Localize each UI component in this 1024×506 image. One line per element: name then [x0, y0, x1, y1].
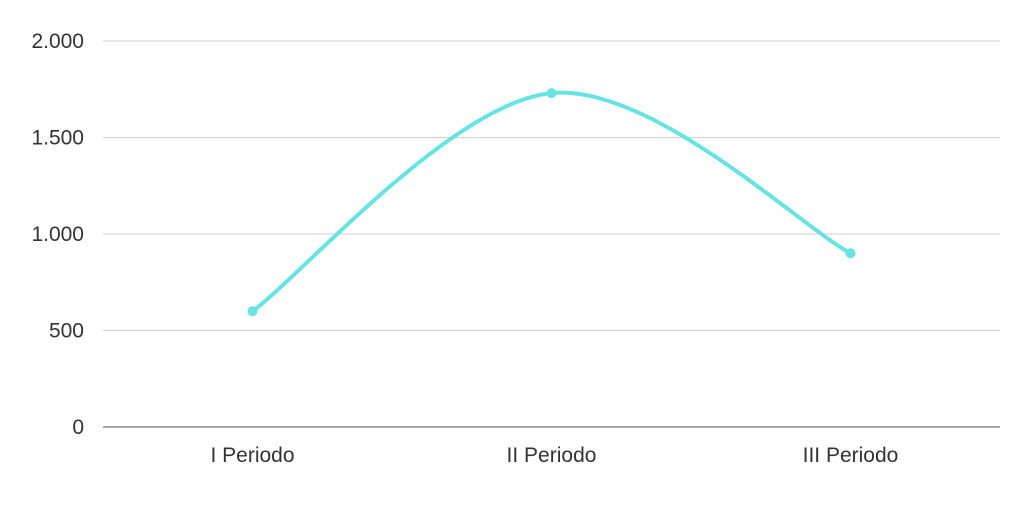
y-tick-label: 500: [49, 320, 84, 343]
gridlines: [103, 40, 1000, 428]
x-tick-label: I Periodo: [210, 444, 294, 467]
y-tick-label: 1.000: [31, 223, 84, 246]
y-tick-label: 2.000: [31, 30, 84, 53]
series-layer: [247, 88, 856, 317]
y-axis-ticks: 0 500 1.000 1.500 2.000: [31, 30, 84, 439]
x-axis-ticks: I Periodo II Periodo III Periodo: [210, 444, 898, 467]
y-tick-label: 0: [72, 416, 84, 439]
data-point: [845, 248, 856, 259]
series-line: [250, 90, 853, 314]
data-point: [247, 306, 258, 317]
y-tick-label: 1.500: [31, 127, 84, 150]
x-tick-label: II Periodo: [507, 444, 597, 467]
x-tick-label: III Periodo: [803, 444, 899, 467]
data-point: [546, 88, 557, 99]
